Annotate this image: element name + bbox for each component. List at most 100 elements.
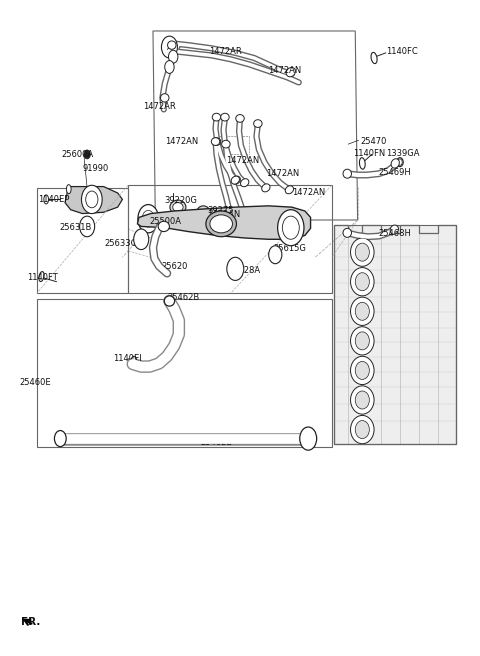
Ellipse shape [212, 138, 221, 146]
Ellipse shape [131, 356, 136, 367]
Circle shape [161, 36, 178, 58]
Ellipse shape [350, 268, 374, 296]
Ellipse shape [222, 140, 230, 148]
Ellipse shape [210, 215, 232, 233]
Text: 25460E: 25460E [19, 378, 50, 387]
Text: 1140FT: 1140FT [27, 274, 58, 282]
Text: 25600A: 25600A [61, 150, 94, 159]
Ellipse shape [355, 391, 369, 409]
Circle shape [86, 191, 98, 208]
Ellipse shape [371, 52, 377, 64]
Ellipse shape [206, 211, 237, 237]
Ellipse shape [350, 386, 374, 414]
Circle shape [223, 210, 234, 225]
Ellipse shape [355, 332, 369, 350]
Text: 25462B: 25462B [200, 438, 232, 447]
Text: 25468H: 25468H [379, 229, 412, 238]
Polygon shape [334, 225, 456, 443]
Text: 1472AN: 1472AN [266, 169, 299, 178]
Text: 1472AN: 1472AN [226, 156, 259, 165]
Circle shape [84, 150, 90, 159]
Ellipse shape [160, 94, 169, 102]
Text: FR.: FR. [21, 617, 41, 627]
Ellipse shape [44, 195, 48, 204]
Text: 1472AN: 1472AN [165, 137, 198, 146]
Ellipse shape [66, 184, 71, 194]
Circle shape [134, 229, 149, 249]
Polygon shape [65, 186, 122, 214]
Ellipse shape [391, 159, 399, 168]
Ellipse shape [355, 361, 369, 379]
Ellipse shape [253, 119, 262, 127]
Circle shape [397, 159, 402, 165]
Text: 25500A: 25500A [150, 216, 182, 226]
Ellipse shape [236, 115, 244, 122]
Text: A: A [167, 45, 172, 51]
Text: 1140FC: 1140FC [386, 47, 418, 56]
Ellipse shape [170, 200, 186, 215]
Ellipse shape [350, 297, 374, 325]
Circle shape [80, 216, 95, 237]
Circle shape [277, 210, 304, 246]
Circle shape [300, 427, 317, 450]
Circle shape [237, 211, 249, 226]
Polygon shape [137, 206, 311, 239]
Ellipse shape [355, 273, 369, 291]
Circle shape [227, 257, 244, 280]
Ellipse shape [350, 238, 374, 266]
Ellipse shape [212, 113, 221, 121]
Ellipse shape [343, 169, 351, 178]
Ellipse shape [355, 243, 369, 261]
Text: 25620: 25620 [161, 262, 188, 272]
Text: 25631B: 25631B [59, 222, 91, 232]
Text: 1140EP: 1140EP [38, 195, 69, 204]
Ellipse shape [355, 420, 369, 439]
Ellipse shape [164, 296, 175, 306]
Text: 1140EJ: 1140EJ [113, 354, 142, 363]
Text: 39275: 39275 [207, 207, 234, 215]
Text: 1472AN: 1472AN [207, 210, 240, 218]
Circle shape [142, 211, 155, 227]
Ellipse shape [232, 176, 240, 184]
Ellipse shape [286, 68, 295, 77]
Text: 25462B: 25462B [167, 293, 199, 302]
Circle shape [168, 51, 178, 63]
Ellipse shape [54, 430, 66, 447]
Text: 91990: 91990 [83, 164, 108, 173]
Ellipse shape [231, 176, 240, 184]
Text: 25470: 25470 [360, 137, 386, 146]
Circle shape [165, 60, 174, 73]
Ellipse shape [168, 41, 176, 49]
Text: 1472AN: 1472AN [292, 188, 325, 197]
Ellipse shape [262, 184, 270, 192]
Text: A: A [273, 253, 277, 258]
Text: 25615G: 25615G [274, 244, 307, 253]
Ellipse shape [221, 113, 229, 121]
Ellipse shape [343, 228, 351, 237]
Ellipse shape [360, 157, 365, 169]
Ellipse shape [240, 178, 249, 187]
Polygon shape [75, 188, 92, 203]
Text: 1140FN: 1140FN [353, 149, 385, 157]
Ellipse shape [197, 206, 210, 218]
Text: 1472AR: 1472AR [209, 47, 242, 56]
Ellipse shape [350, 415, 374, 443]
Ellipse shape [173, 203, 183, 212]
Text: 25633C: 25633C [105, 239, 137, 247]
Ellipse shape [355, 302, 369, 320]
Ellipse shape [396, 157, 403, 167]
Ellipse shape [239, 214, 247, 221]
Circle shape [282, 216, 299, 239]
Ellipse shape [285, 186, 294, 194]
Ellipse shape [225, 212, 233, 219]
Circle shape [138, 205, 158, 233]
Text: 25469H: 25469H [379, 168, 411, 177]
Ellipse shape [158, 221, 169, 232]
Text: 1472AN: 1472AN [268, 66, 301, 75]
Ellipse shape [39, 272, 44, 281]
Ellipse shape [211, 138, 220, 146]
Ellipse shape [390, 225, 398, 234]
Text: 1472AR: 1472AR [144, 102, 176, 111]
Ellipse shape [350, 356, 374, 384]
Text: 39220G: 39220G [165, 196, 198, 205]
